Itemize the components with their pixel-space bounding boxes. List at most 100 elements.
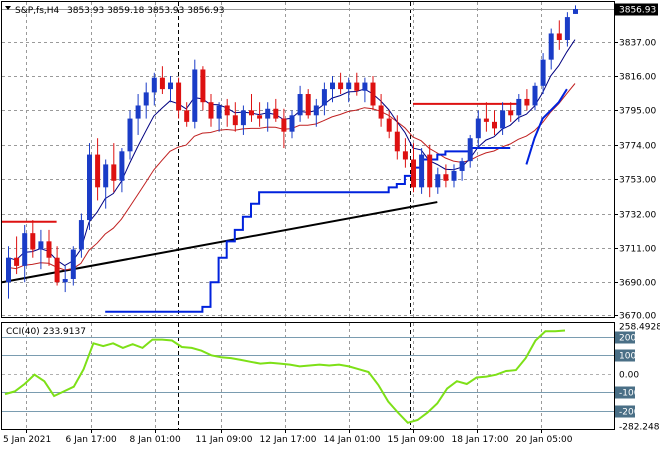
candle	[354, 72, 360, 96]
candle	[273, 98, 279, 122]
candle	[492, 110, 497, 135]
cci-value: 233.9137	[43, 327, 86, 337]
candle	[321, 82, 327, 116]
cci-panel-frame	[1, 322, 615, 430]
candle-body	[508, 110, 514, 116]
candle	[548, 28, 554, 70]
candle-body	[30, 233, 36, 250]
candle	[386, 110, 392, 139]
time-tick-label: 14 Jan 01:00	[324, 435, 381, 445]
candle	[159, 66, 165, 95]
time-axis: 5 Jan 2021 6 Jan 17:00 8 Jan 01:00 11 Jan 0…	[3, 429, 573, 445]
price-tick-label: 3795.00	[619, 107, 656, 117]
candle	[419, 148, 425, 194]
cci-tick-label: 100	[619, 352, 636, 362]
candle	[289, 110, 295, 139]
candle	[176, 77, 182, 119]
candle	[232, 102, 238, 132]
candle	[70, 246, 76, 286]
price-axis: 3670.00 3690.00 3711.00 3732.00 3753.00 3774.…	[614, 39, 656, 322]
candle-body	[483, 118, 489, 122]
candle-body	[378, 105, 384, 119]
candle	[281, 108, 287, 149]
candle-body	[216, 105, 222, 119]
candle-body	[556, 33, 562, 41]
candle	[224, 98, 230, 127]
time-tick-label: 8 Jan 01:00	[130, 435, 182, 445]
cci-label: CCI(40)	[6, 327, 40, 337]
candle-body	[111, 164, 117, 181]
candle	[22, 224, 28, 283]
cci-tick-label: 0.00	[619, 371, 639, 381]
candle	[151, 72, 157, 106]
candle-body	[257, 115, 263, 119]
candle	[305, 89, 311, 119]
cci-series	[4, 329, 566, 424]
candle-body	[394, 131, 400, 152]
cci-level-tag	[615, 331, 635, 344]
candle-body	[281, 118, 287, 132]
candle	[208, 94, 214, 127]
price-tick-label: 3732.00	[619, 211, 656, 221]
cci-tick-label: 258.4928	[619, 323, 660, 333]
candle	[103, 159, 109, 209]
candle	[362, 77, 368, 103]
cci-tick-label: -100	[619, 389, 640, 399]
cci-level-tag	[615, 386, 635, 399]
time-tick-label: 11 Jan 09:00	[196, 435, 253, 445]
candle-body	[273, 108, 279, 119]
candle-body	[346, 82, 352, 90]
candle	[313, 98, 319, 127]
candle	[168, 76, 173, 103]
cci-line	[4, 329, 566, 424]
dropdown-triangle-icon[interactable]	[5, 6, 11, 10]
candle-body	[540, 59, 546, 86]
candle-body	[38, 241, 44, 250]
candle-body	[46, 241, 52, 258]
candle-body	[427, 154, 433, 188]
candle	[249, 94, 254, 122]
candle	[240, 105, 246, 135]
candle	[14, 236, 20, 275]
trailing-stop-line-2	[525, 88, 568, 165]
candle-body	[151, 77, 157, 93]
price-tick-label: 3753.00	[619, 176, 656, 186]
candle	[402, 138, 408, 168]
cci-tick-label: -200	[619, 408, 640, 418]
candle-body	[362, 82, 368, 91]
candle	[370, 76, 376, 111]
candle-body	[224, 105, 230, 116]
cci-level-tag	[615, 405, 635, 418]
candle	[556, 20, 562, 50]
moving-average-layer	[7, 39, 576, 313]
candle	[411, 143, 416, 193]
candle	[500, 102, 506, 135]
candle	[46, 229, 52, 266]
candle	[467, 134, 473, 168]
candle	[62, 265, 68, 293]
fast-moving-average	[7, 39, 576, 267]
time-tick-label: 18 Jan 17:00	[452, 435, 509, 445]
candle	[435, 167, 441, 194]
candle	[127, 110, 133, 160]
candle-body	[419, 154, 425, 188]
candlestick-series	[6, 5, 578, 299]
candle	[443, 164, 449, 188]
candle-body	[78, 220, 84, 250]
candle-body	[232, 115, 238, 126]
candle	[524, 89, 530, 111]
candle	[573, 5, 578, 14]
candle-body	[249, 110, 254, 116]
candle	[6, 246, 11, 299]
candle-body	[184, 110, 190, 122]
candle-body	[321, 89, 327, 106]
candle-body	[305, 94, 311, 116]
candle-body	[240, 110, 246, 126]
chart-header: S&P,fs,H4 3853.93 3859.18 3853.93 3856.9…	[5, 6, 224, 16]
candle	[508, 102, 514, 122]
time-tick-label: 12 Jan 17:00	[260, 435, 317, 445]
candle	[427, 144, 433, 198]
candle-body	[54, 257, 60, 283]
candle	[330, 76, 335, 103]
